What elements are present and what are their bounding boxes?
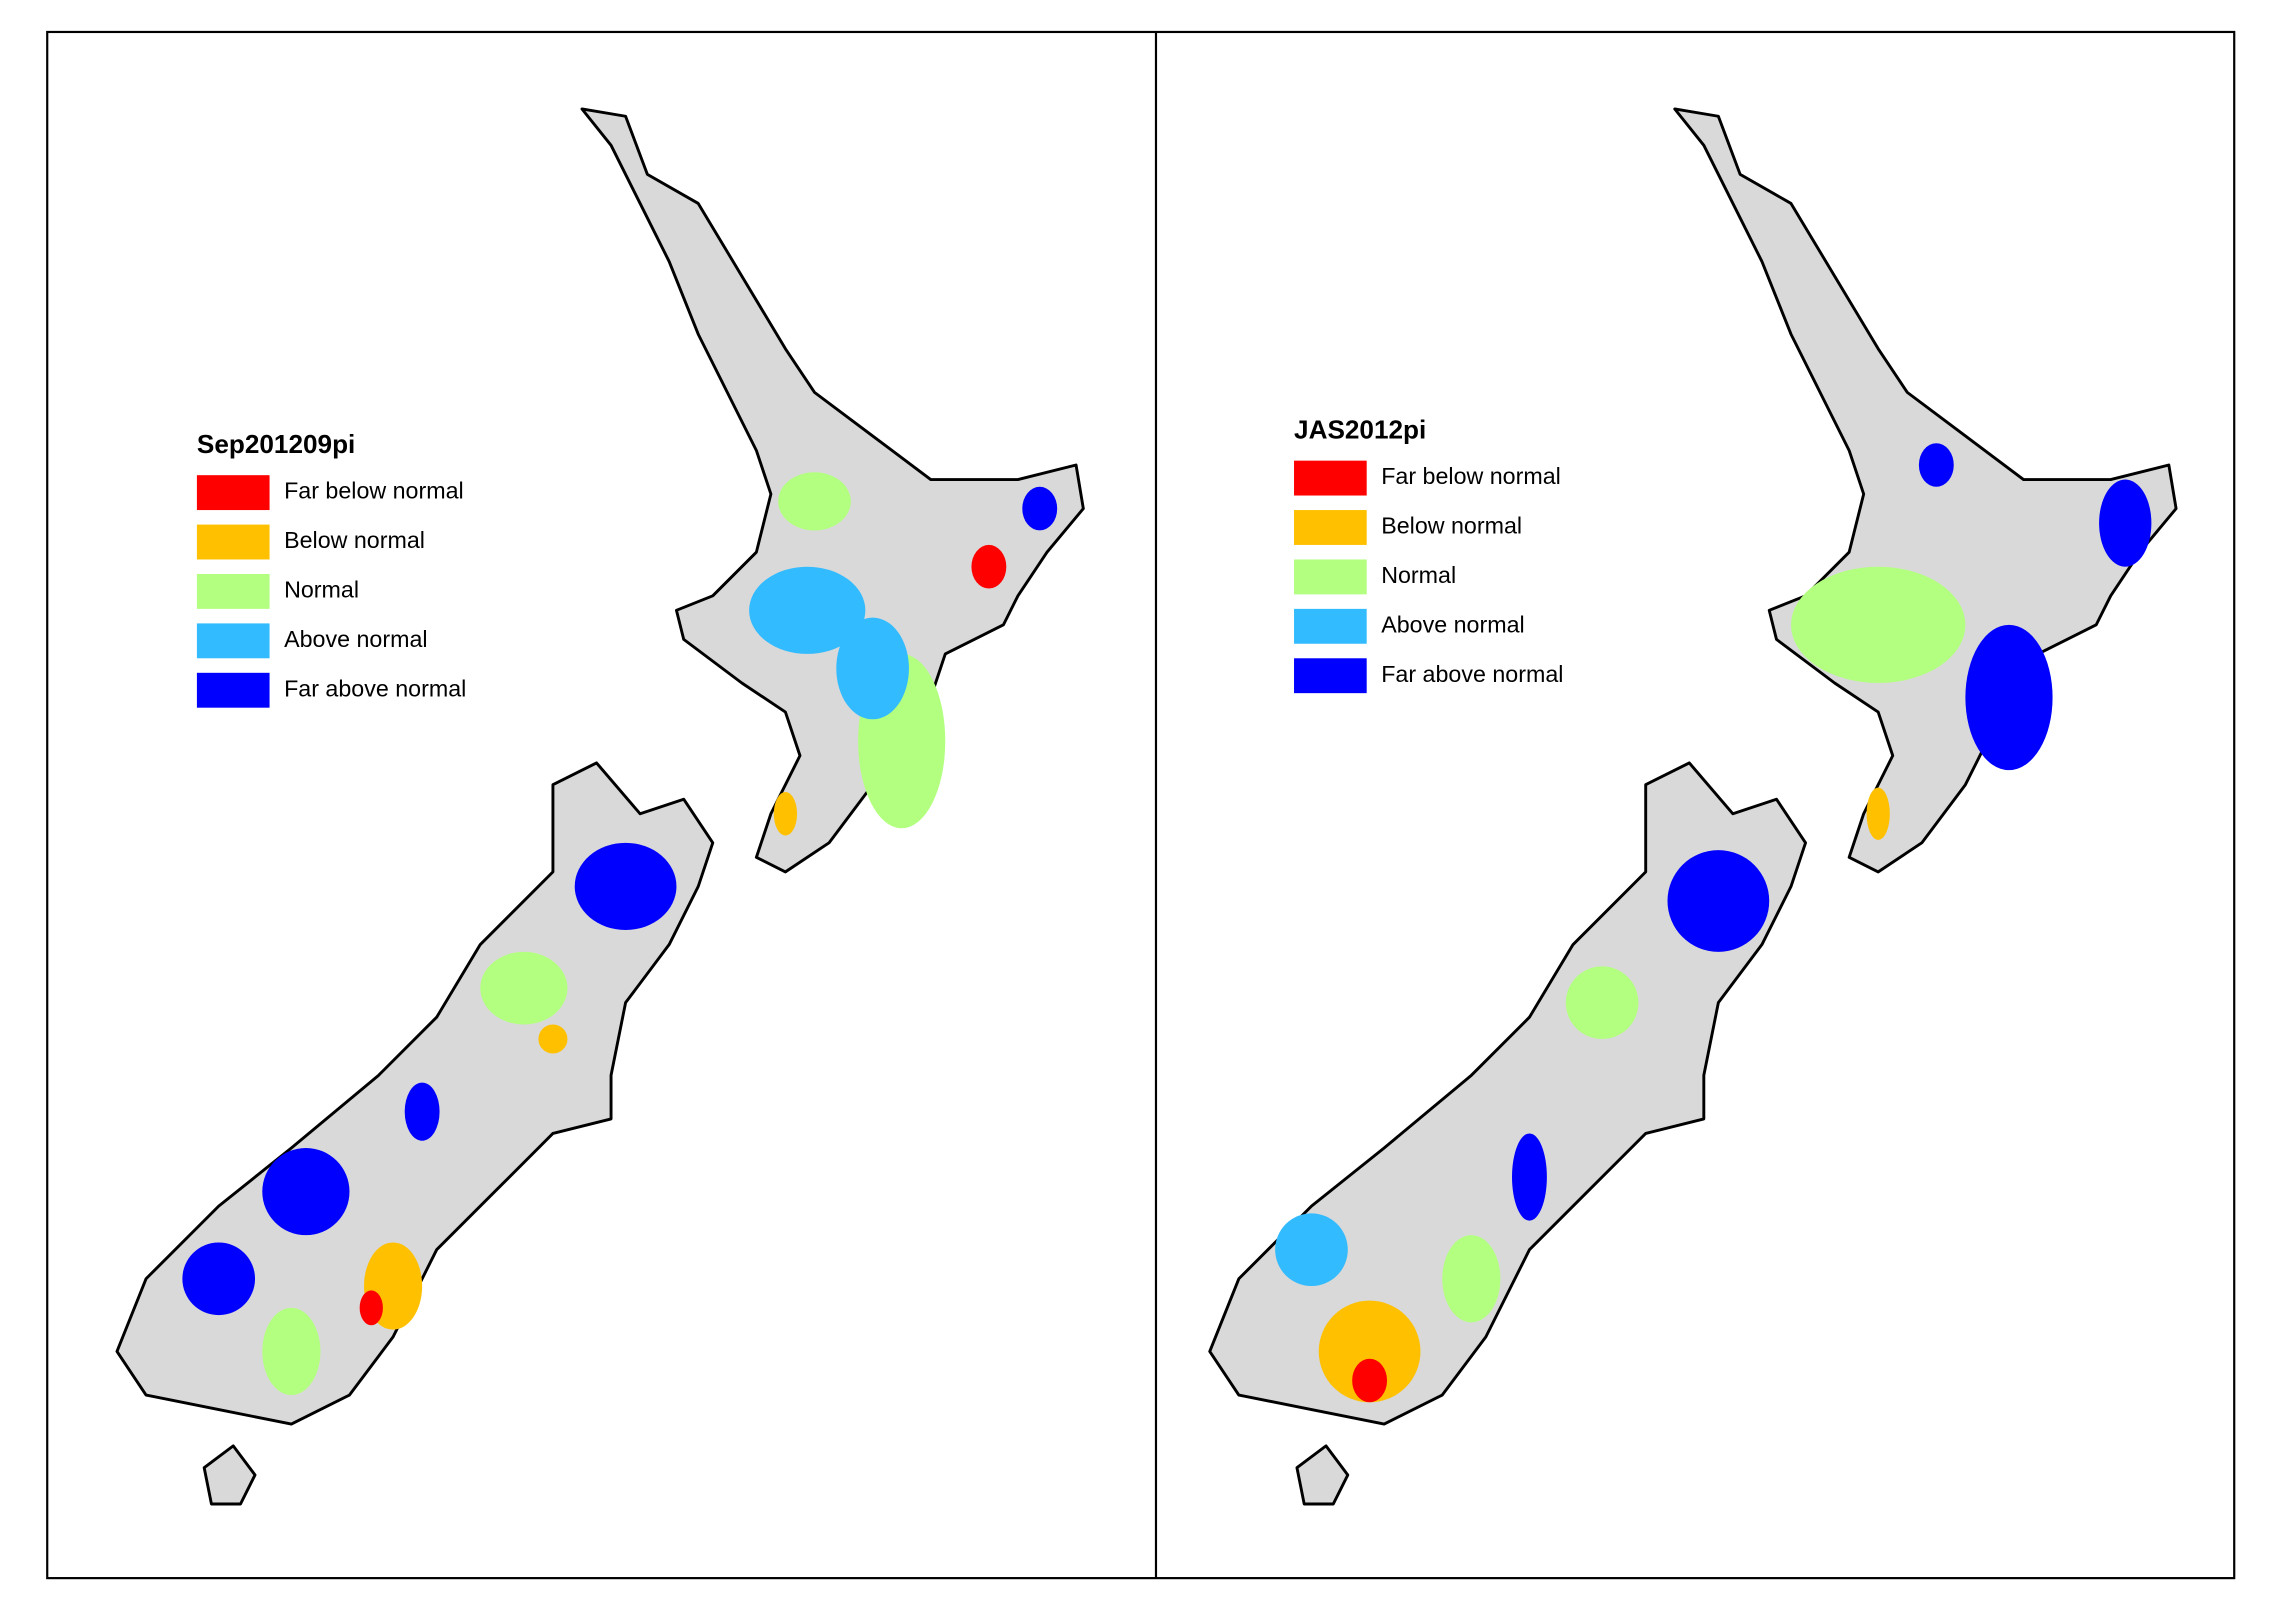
legend-label: Above normal [1381, 611, 1524, 637]
legend-swatch [1294, 608, 1367, 644]
legend-label: Normal [1381, 562, 1456, 588]
legend-swatch [1294, 510, 1367, 545]
legend-label: Far above normal [1381, 661, 1563, 687]
frame [46, 30, 2236, 1580]
legend-swatch [196, 672, 270, 708]
legend-label: Below normal [284, 527, 425, 553]
legend-label: Above normal [284, 626, 427, 652]
legend-label: Far below normal [1381, 463, 1561, 489]
legend-swatch [196, 524, 270, 560]
legend-swatch [1294, 460, 1367, 496]
map-left [115, 107, 1085, 1506]
legend-label: Below normal [1381, 513, 1522, 539]
legend-swatch [1294, 658, 1367, 694]
legend-swatch [196, 573, 270, 609]
legend-swatch [196, 475, 270, 511]
legend-label: Far above normal [284, 675, 466, 701]
map-right [1208, 107, 2178, 1506]
legend-swatch [196, 623, 270, 659]
legend-label: Far below normal [284, 478, 464, 504]
legend-label: Normal [284, 577, 359, 603]
legends: Sep201209pi Far below normal Below normal N… [196, 414, 1563, 708]
legend-swatch [1294, 559, 1367, 595]
legend-title: Sep201209pi [197, 429, 355, 459]
legend-title: JAS2012pi [1294, 414, 1426, 444]
